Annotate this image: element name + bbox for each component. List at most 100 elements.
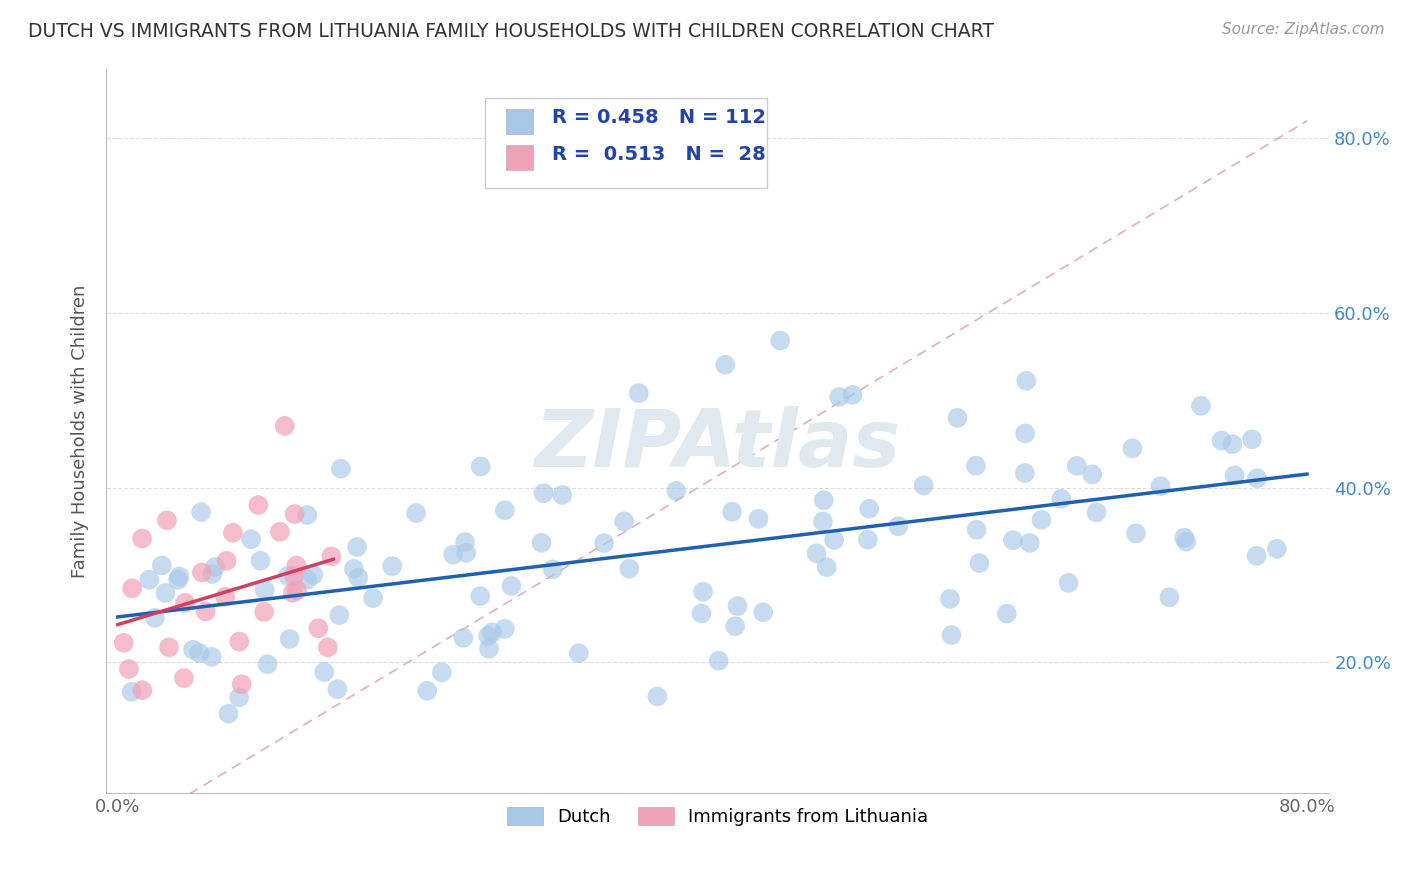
Point <box>201 567 224 582</box>
Point <box>316 640 339 655</box>
Point <box>1223 468 1246 483</box>
Point <box>314 665 336 679</box>
Point <box>247 498 270 512</box>
Point <box>454 535 477 549</box>
Point <box>1031 513 1053 527</box>
Point <box>131 532 153 546</box>
Point <box>231 677 253 691</box>
Point <box>201 649 224 664</box>
Point <box>470 589 492 603</box>
Text: ZIPAtlas: ZIPAtlas <box>534 407 901 484</box>
Point <box>1265 541 1288 556</box>
Point <box>823 533 845 547</box>
Point <box>156 513 179 527</box>
Point <box>138 573 160 587</box>
Point <box>118 662 141 676</box>
Point <box>647 690 669 704</box>
Point <box>707 654 730 668</box>
Point <box>966 523 988 537</box>
Point <box>283 569 305 583</box>
Point <box>1085 505 1108 519</box>
Point <box>1066 458 1088 473</box>
Point <box>690 607 713 621</box>
Point <box>321 549 343 564</box>
Point <box>965 458 987 473</box>
Point <box>277 568 299 582</box>
Point <box>1018 536 1040 550</box>
Point <box>1246 549 1268 563</box>
Point <box>752 605 775 619</box>
Text: Source: ZipAtlas.com: Source: ZipAtlas.com <box>1222 22 1385 37</box>
Point <box>721 505 744 519</box>
Point <box>941 628 963 642</box>
Point <box>1189 399 1212 413</box>
Point <box>1121 442 1143 456</box>
Point <box>494 622 516 636</box>
Point <box>828 390 851 404</box>
Point <box>112 636 135 650</box>
Point <box>328 608 350 623</box>
Point <box>155 586 177 600</box>
Point <box>747 512 769 526</box>
Point <box>714 358 737 372</box>
Point <box>191 566 214 580</box>
Point <box>326 682 349 697</box>
Point <box>249 554 271 568</box>
Point <box>887 519 910 533</box>
Point <box>329 461 352 475</box>
Point <box>194 604 217 618</box>
Point <box>613 514 636 528</box>
Point <box>806 546 828 560</box>
Point <box>150 558 173 573</box>
Point <box>1175 534 1198 549</box>
Point <box>256 657 278 672</box>
Point <box>307 621 329 635</box>
Point <box>627 386 650 401</box>
Point <box>285 558 308 573</box>
Point <box>858 501 880 516</box>
Point <box>405 506 427 520</box>
Point <box>121 582 143 596</box>
Point <box>228 690 250 705</box>
Point <box>946 410 969 425</box>
Point <box>1014 426 1036 441</box>
Point <box>1057 575 1080 590</box>
Point <box>501 579 523 593</box>
Point <box>169 569 191 583</box>
Point <box>1081 467 1104 482</box>
Point <box>121 685 143 699</box>
Point <box>969 556 991 570</box>
Point <box>218 706 240 721</box>
Point <box>283 507 305 521</box>
Point <box>481 625 503 640</box>
Text: DUTCH VS IMMIGRANTS FROM LITHUANIA FAMILY HOUSEHOLDS WITH CHILDREN CORRELATION C: DUTCH VS IMMIGRANTS FROM LITHUANIA FAMIL… <box>28 22 994 41</box>
Point <box>1222 437 1244 451</box>
Point <box>346 540 368 554</box>
Point <box>692 584 714 599</box>
Point <box>430 665 453 680</box>
Point <box>222 525 245 540</box>
Point <box>541 562 564 576</box>
Point <box>939 591 962 606</box>
Point <box>278 632 301 646</box>
Point <box>361 591 384 606</box>
Point <box>1015 374 1038 388</box>
Point <box>494 503 516 517</box>
Point <box>281 586 304 600</box>
Point <box>727 599 749 613</box>
Point <box>724 619 747 633</box>
Point <box>530 536 553 550</box>
Point <box>274 418 297 433</box>
Point <box>297 508 319 522</box>
Text: R =  0.513   N =  28: R = 0.513 N = 28 <box>553 145 766 163</box>
Point <box>769 334 792 348</box>
Point <box>297 573 319 587</box>
Bar <box>506 145 533 170</box>
Point <box>214 590 236 604</box>
Point <box>912 478 935 492</box>
Point <box>204 560 226 574</box>
Point <box>1149 479 1171 493</box>
Point <box>157 640 180 655</box>
Point <box>131 683 153 698</box>
Point <box>1173 531 1195 545</box>
